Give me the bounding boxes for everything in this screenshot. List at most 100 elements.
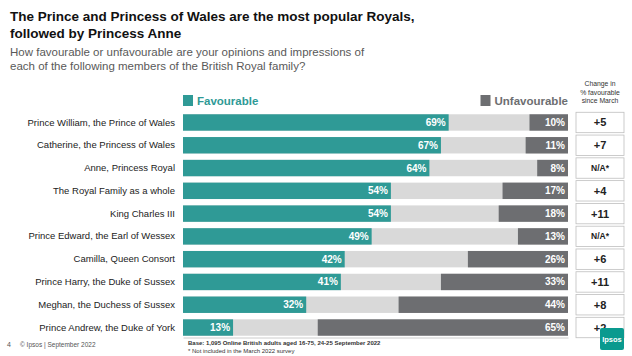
change-value: +6	[594, 253, 607, 265]
change-box	[576, 249, 624, 269]
change-box	[576, 158, 624, 178]
data-label: 49%	[349, 231, 369, 242]
title: followed by Princess Anne	[10, 26, 182, 41]
page-number: 4	[7, 341, 11, 348]
bar	[183, 297, 306, 313]
bar	[499, 205, 568, 221]
change-value: +8	[594, 299, 607, 311]
tick: Meghan, the Duchess of Sussex	[38, 299, 183, 310]
bar	[183, 160, 429, 176]
data-label: 41%	[318, 276, 338, 287]
data-label: 67%	[418, 140, 438, 151]
data-label: 54%	[368, 185, 388, 196]
tracks	[183, 114, 568, 335]
bar	[318, 319, 568, 335]
bar-track	[183, 228, 568, 244]
bar-track	[183, 183, 568, 199]
bar	[468, 251, 568, 267]
bar	[441, 274, 568, 290]
change-box	[576, 272, 624, 292]
data-label: 69%	[426, 117, 446, 128]
bar	[518, 228, 568, 244]
legend-label: Unfavourable	[495, 95, 569, 107]
tick: Camilla, Queen Consort	[74, 253, 183, 264]
bars	[183, 114, 568, 335]
axis-line	[184, 338, 569, 339]
tick: King Charles III	[110, 208, 183, 219]
bar-track	[183, 160, 568, 176]
bar	[183, 251, 345, 267]
bar	[183, 319, 233, 335]
bar-track	[183, 319, 568, 335]
tick-label: Prince Harry, the Duke of Sussex	[35, 276, 175, 287]
logo-text: Ipsos	[602, 335, 622, 344]
bar	[183, 137, 441, 153]
bar-track	[183, 137, 568, 153]
source: © Ipsos | September 2022	[20, 341, 96, 349]
change-value: N/A*	[591, 163, 610, 173]
data-label: 26%	[545, 254, 565, 265]
change-box	[576, 226, 624, 246]
tick-label: Prince Edward, the Earl of Wessex	[28, 230, 175, 241]
logo-box	[600, 328, 624, 350]
data-label: 32%	[283, 299, 303, 310]
bar	[183, 274, 341, 290]
tick-label: Camilla, Queen Consort	[74, 253, 176, 264]
legend-label: Favourable	[197, 95, 258, 107]
tick-label: Catherine, the Princess of Wales	[37, 139, 175, 150]
bar	[530, 114, 569, 130]
change-column: +5+7N/A*+4+11N/A*+6+11+8+2	[576, 112, 624, 337]
tick-label: Anne, Princess Royal	[84, 162, 175, 173]
change-value: +11	[591, 208, 609, 220]
tick-label: Prince William, the Prince of Wales	[28, 117, 176, 128]
tick-label: Meghan, the Duchess of Sussex	[38, 299, 175, 310]
data-label: 64%	[406, 163, 426, 174]
data-label: 13%	[545, 231, 565, 242]
change-box	[576, 135, 624, 155]
bar-track	[183, 274, 568, 290]
change-box	[576, 295, 624, 315]
bar	[183, 183, 391, 199]
data-label: 54%	[368, 208, 388, 219]
bar	[537, 160, 568, 176]
data-label: 65%	[545, 322, 565, 333]
tick-label: The Royal Family as a whole	[53, 185, 175, 196]
tick: Prince Andrew, the Duke of York	[39, 322, 183, 333]
change-value: +7	[594, 139, 607, 151]
subtitle: How favourable or unfavourable are your …	[10, 46, 365, 58]
data-label: 17%	[545, 185, 565, 196]
data-label: 18%	[545, 208, 565, 219]
subtitle: each of the following members of the Bri…	[10, 60, 305, 72]
change-header: % favourable	[580, 89, 620, 96]
bar	[503, 183, 568, 199]
chart: The Prince and Princess of Wales are the…	[0, 0, 632, 356]
change-value: N/A*	[591, 231, 610, 241]
data-label: 33%	[545, 276, 565, 287]
title: The Prince and Princess of Wales are the…	[10, 9, 415, 24]
change-value: +11	[591, 276, 609, 288]
data-label: 8%	[551, 163, 566, 174]
change-value: +5	[594, 116, 607, 128]
bar-track	[183, 297, 568, 313]
logo: Ipsos	[600, 328, 624, 350]
bar	[526, 137, 568, 153]
bar-track	[183, 205, 568, 221]
note: * Not included in the March 2022 survey	[188, 348, 294, 354]
bar	[183, 205, 391, 221]
bar	[183, 228, 372, 244]
data-label: 42%	[322, 254, 342, 265]
tick: Prince Harry, the Duke of Sussex	[35, 276, 183, 287]
y-axis: Prince William, the Prince of Wales Cathe…	[28, 117, 183, 333]
change-header: Change in	[585, 80, 616, 88]
legend-swatch	[183, 95, 193, 106]
tick: Prince Edward, the Earl of Wessex	[28, 230, 183, 241]
change-box	[576, 203, 624, 223]
change-header: since March	[582, 97, 619, 104]
tick: Anne, Princess Royal	[84, 162, 183, 173]
tick: The Royal Family as a whole	[53, 185, 183, 196]
bar-track	[183, 251, 568, 267]
x-axis	[184, 338, 569, 339]
legend-item: Unfavourable	[481, 95, 569, 107]
change-box	[576, 112, 624, 132]
bar	[399, 297, 568, 313]
